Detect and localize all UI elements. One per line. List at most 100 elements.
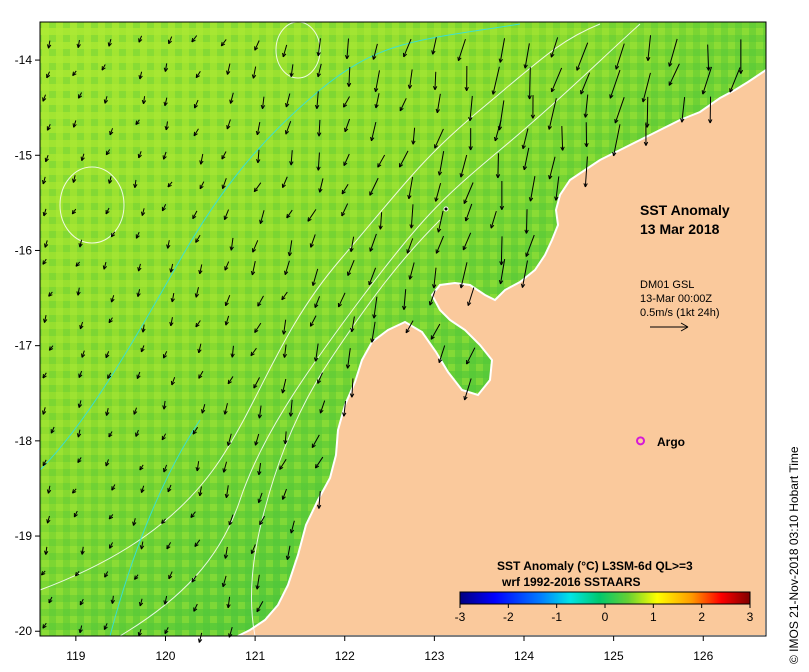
current-arrow-head (105, 211, 110, 215)
current-arrow (281, 291, 288, 301)
current-arrow-head (350, 327, 353, 332)
current-arrow-head (77, 460, 82, 464)
current-arrow (310, 234, 316, 248)
colorbar-tick-label: -2 (503, 610, 514, 624)
current-arrow-head (642, 98, 646, 103)
current-arrow (642, 72, 651, 103)
current-arrow-head (225, 321, 229, 326)
current-arrow (195, 287, 199, 298)
current-arrow-head (643, 141, 647, 146)
current-arrow-head (106, 152, 110, 156)
current-arrow (465, 203, 473, 222)
current-arrow-head (459, 173, 462, 178)
current-arrow-head (498, 280, 501, 285)
current-arrow-head (316, 105, 320, 109)
current-arrow-head (491, 90, 494, 95)
map-title-line1: SST Anomaly (640, 202, 730, 218)
current-arrow (464, 378, 472, 401)
current-arrow (108, 176, 112, 184)
current-arrow-head (167, 182, 170, 188)
current-arrow-head (576, 67, 581, 71)
current-arrow-head (255, 442, 259, 446)
current-arrow-head (141, 212, 146, 216)
current-arrow-head (221, 156, 226, 160)
current-arrow-head (466, 361, 471, 365)
current-arrow (499, 258, 506, 285)
current-arrow-head (369, 248, 374, 252)
current-arrow-head (221, 43, 226, 47)
argo-float-marker[interactable] (636, 436, 646, 446)
x-tick-label: 125 (604, 649, 624, 663)
current-arrow (317, 372, 323, 384)
current-arrow-head (255, 585, 258, 590)
current-arrow (251, 544, 256, 554)
current-arrow-head (375, 88, 379, 93)
x-tick-label: 120 (155, 649, 175, 663)
current-arrow-head (290, 73, 294, 77)
current-arrow-head (250, 353, 255, 357)
current-arrow (138, 263, 141, 272)
current-arrow-head (49, 348, 54, 351)
current-arrow-head (317, 380, 322, 384)
current-arrow (350, 236, 355, 252)
current-arrow-head (79, 629, 83, 634)
current-arrow (615, 43, 625, 70)
current-arrow (138, 35, 143, 43)
current-arrow-head (286, 556, 291, 560)
current-arrow-head (252, 249, 257, 253)
current-arrow-head (494, 137, 499, 142)
current-arrow (412, 127, 416, 145)
current-arrow-head (46, 519, 48, 524)
current-arrow (105, 459, 109, 467)
current-arrow (319, 400, 326, 414)
current-arrow (256, 601, 264, 613)
current-arrow-head (609, 95, 614, 99)
current-arrow-head (522, 145, 526, 150)
current-arrow (192, 426, 199, 435)
current-arrow (283, 319, 287, 335)
current-arrow-head (161, 519, 164, 524)
current-arrow-head (369, 192, 374, 196)
current-arrow-head (226, 70, 228, 75)
current-arrow-head (78, 243, 81, 248)
current-arrow-head (349, 247, 352, 252)
current-arrow-head (286, 213, 288, 218)
current-arrow-head (110, 298, 112, 303)
current-arrow-head (41, 573, 46, 576)
current-arrow (457, 38, 466, 61)
current-arrow-head (282, 184, 286, 189)
current-arrow-head (645, 141, 649, 146)
current-arrow (463, 182, 474, 204)
current-arrow-head (259, 521, 264, 526)
current-arrow (258, 492, 263, 503)
current-arrow-head (584, 183, 588, 188)
current-arrow-head (314, 304, 319, 308)
current-arrow (111, 595, 114, 604)
current-arrow (194, 539, 201, 547)
current-arrow (281, 378, 287, 394)
current-arrow (318, 119, 321, 137)
current-arrow (410, 204, 414, 229)
current-arrow-head (460, 173, 464, 178)
current-arrow-head (168, 575, 173, 580)
current-arrow-head (646, 123, 650, 128)
current-arrow-head (101, 67, 106, 71)
current-arrow-head (111, 298, 115, 303)
current-arrow-head (75, 262, 78, 267)
current-arrow (109, 128, 114, 136)
current-arrow-head (198, 269, 201, 274)
current-arrow (227, 596, 231, 608)
current-arrow-head (282, 496, 286, 500)
current-arrow (399, 150, 409, 168)
current-arrow (73, 120, 77, 128)
current-arrow-head (373, 314, 377, 319)
current-arrow-head (706, 66, 710, 71)
current-arrow-head (370, 136, 372, 141)
current-arrow-head (378, 225, 381, 230)
current-arrow (140, 541, 144, 550)
current-arrow-head (222, 468, 225, 473)
current-arrow-head (111, 599, 115, 604)
current-arrow-head (317, 166, 321, 171)
current-arrow (290, 64, 294, 77)
current-arrow-head (138, 267, 142, 272)
